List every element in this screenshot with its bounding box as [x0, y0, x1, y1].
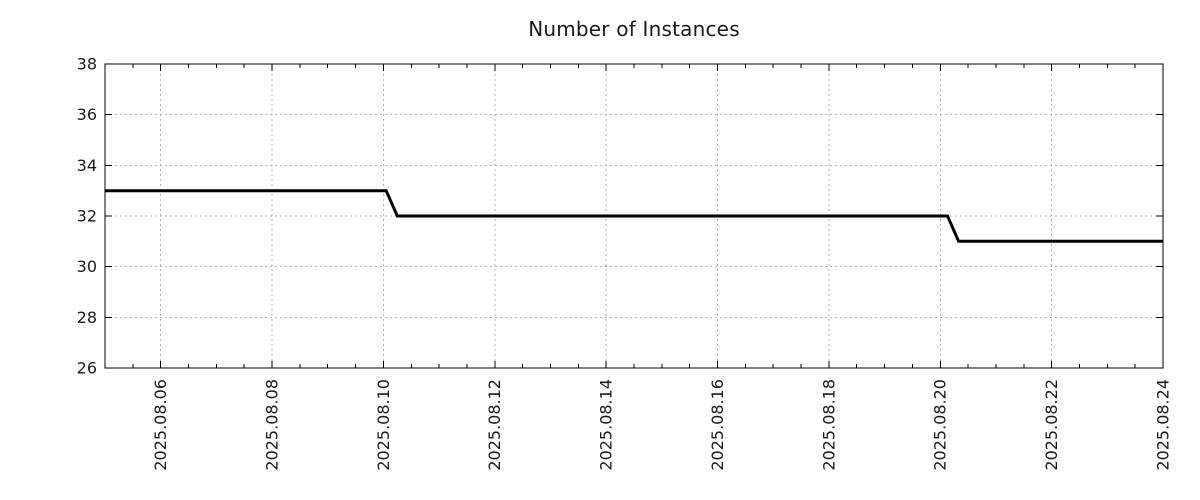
y-tick-label: 28: [77, 308, 97, 327]
tick-labels: 26 28 30 32 34 36 38 2025.08.06 2025.08.08 2025.0…: [77, 54, 1173, 470]
x-tick-label: 2025.08.10: [374, 379, 393, 471]
series-line-instances: [105, 189, 1163, 243]
x-tick-label: 2025.08.08: [262, 379, 281, 471]
chart-title: Number of Instances: [528, 17, 740, 41]
x-tick-label: 2025.08.22: [1042, 379, 1061, 471]
y-tick-label: 30: [77, 257, 97, 276]
x-tick-label: 2025.08.12: [485, 379, 504, 471]
x-tick-label: 2025.08.24: [1153, 379, 1172, 471]
x-tick-label: 2025.08.16: [708, 379, 727, 471]
x-tick-label: 2025.08.14: [597, 379, 616, 471]
plot-border: [104, 63, 1164, 369]
x-tick-label: 2025.08.06: [151, 379, 170, 471]
tick-marks: [105, 63, 1164, 369]
y-tick-label: 34: [77, 156, 97, 175]
y-tick-label: 26: [77, 358, 97, 377]
x-tick-label: 2025.08.18: [819, 379, 838, 471]
x-tick-label: 2025.08.20: [931, 379, 950, 471]
y-tick-label: 36: [77, 105, 97, 124]
y-tick-label: 38: [77, 54, 97, 73]
y-tick-label: 32: [77, 206, 97, 225]
